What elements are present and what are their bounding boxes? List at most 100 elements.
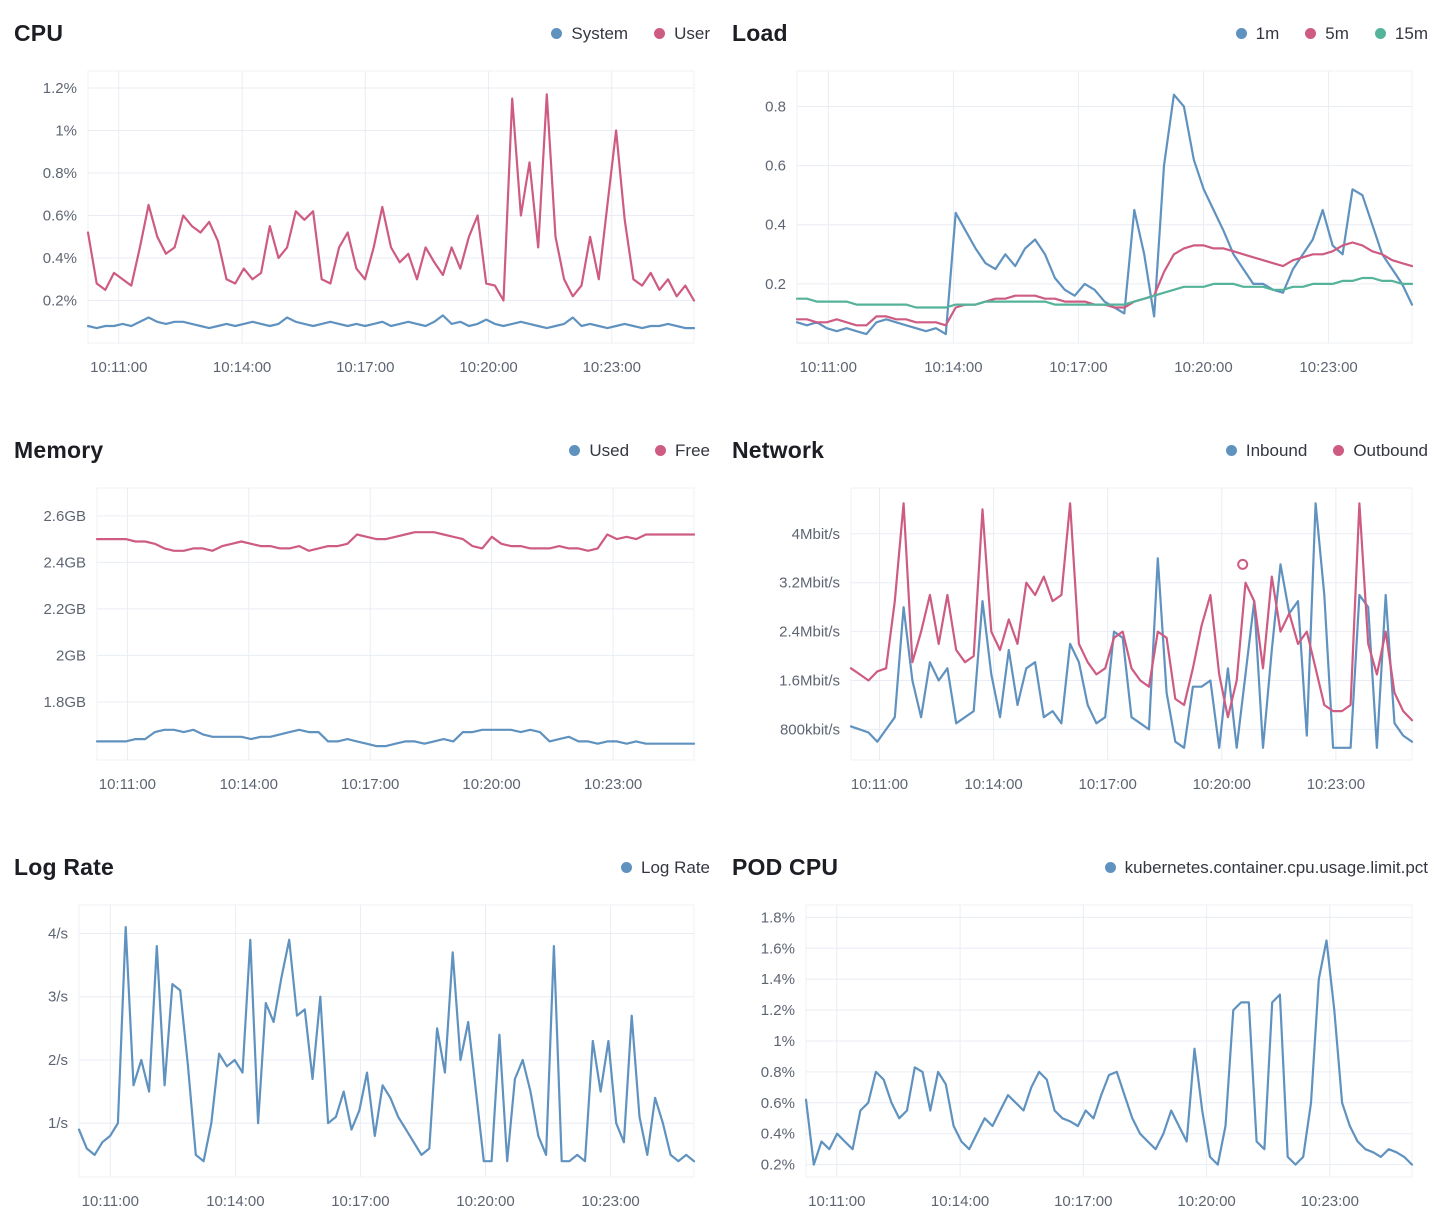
y-axis-label: 1.6% (761, 940, 795, 957)
y-axis-label: 0.2% (761, 1157, 795, 1174)
chart-header: Log Rate Log Rate (12, 848, 718, 883)
legend-dot-icon (1235, 28, 1247, 39)
x-axis-label: 10:23:00 (1299, 359, 1357, 376)
load-chart-card: Load 1m 5m 15m 0.2 0.4 0.6 0.8 10:11:00 10:14:0… (730, 14, 1436, 387)
x-axis-label: 10:23:00 (1301, 1193, 1359, 1210)
x-axis-label: 10:23:00 (583, 359, 641, 376)
y-axis-label: 4Mbit/s (792, 526, 840, 543)
chart-title-cpu: CPU (14, 20, 64, 46)
legend-dot-icon (1225, 445, 1237, 456)
y-axis-label: 2.2GB (43, 601, 86, 618)
x-axis-label: 10:17:00 (1049, 359, 1107, 376)
chart-header: Load 1m 5m 15m (730, 14, 1436, 49)
y-axis-label: 1.6Mbit/s (779, 673, 840, 690)
legend-label: Inbound (1245, 440, 1308, 460)
legend-item[interactable]: Inbound (1225, 440, 1308, 461)
x-axis-label: 10:11:00 (800, 359, 857, 376)
y-axis-label: 4/s (48, 926, 68, 943)
x-axis-label: 10:17:00 (331, 1193, 389, 1210)
y-axis-label: 1.2% (761, 1002, 795, 1019)
legend-item[interactable]: Log Rate (621, 858, 710, 878)
chart-title-pod-cpu: POD CPU (732, 854, 839, 880)
y-axis-label: 1.4% (761, 971, 795, 988)
y-axis-label: 0.4 (765, 217, 786, 234)
memory-chart-card: Memory Used Free 1.8GB 2GB 2.2GB 2.4GB 2.6GB 1… (12, 431, 718, 804)
marker-point (1237, 558, 1249, 570)
x-axis-label: 10:20:00 (1177, 1193, 1235, 1210)
x-axis-label: 10:11:00 (851, 776, 908, 793)
legend-item[interactable]: kubernetes.container.cpu.usage.limit.pct (1104, 857, 1428, 878)
memory-chart[interactable]: 1.8GB 2GB 2.2GB 2.4GB 2.6GB 10:11:00 10:14:00 1… (12, 474, 712, 804)
cpu-chart[interactable]: 0.2% 0.4% 0.6% 0.8% 1% 1.2% 10:11:00 10:14:00 10… (12, 57, 712, 387)
legend: kubernetes.container.cpu.usage.limit.pct (1104, 857, 1428, 878)
y-axis-label: 0.6% (761, 1095, 795, 1112)
y-axis-label: 0.6% (43, 208, 77, 225)
network-chart[interactable]: 800kbit/s 1.6Mbit/s 2.4Mbit/s 3.2Mbit/s 4Mbi… (730, 474, 1430, 804)
legend: Log Rate (621, 858, 710, 878)
chart-title-network: Network (732, 437, 825, 463)
legend-item[interactable]: Used (569, 441, 629, 461)
legend-label: kubernetes.container.cpu.usage.limit.pct (1124, 857, 1428, 877)
y-axis-label: 1/s (48, 1115, 68, 1132)
y-axis-label: 0.4% (761, 1126, 795, 1143)
series-line (95, 531, 696, 552)
legend-label: Free (675, 440, 710, 460)
legend-dot-icon (654, 28, 666, 39)
y-axis-label: 0.8 (765, 99, 786, 116)
y-axis-label: 0.2 (765, 276, 786, 293)
legend-item[interactable]: Outbound (1333, 441, 1428, 461)
legend-item[interactable]: System (551, 24, 628, 44)
chart-title-load: Load (732, 20, 788, 46)
series-line (77, 925, 696, 1163)
legend-dot-icon (1374, 28, 1386, 39)
legend: Used Free (569, 441, 710, 461)
legend: Inbound Outbound (1225, 440, 1428, 461)
plot-area (87, 70, 695, 344)
series-line (795, 93, 1414, 336)
legend-label: Outbound (1353, 440, 1428, 460)
y-axis-label: 0.4% (43, 250, 77, 267)
legend-label: Used (589, 440, 630, 460)
log-rate-chart[interactable]: 1/s 2/s 3/s 4/s 10:11:00 10:14:00 10:17:00 10:2… (12, 891, 712, 1221)
chart-header: CPU System User (12, 14, 718, 49)
legend-item[interactable]: 15m (1374, 24, 1428, 44)
legend-item[interactable]: 1m (1235, 24, 1279, 44)
y-axis-label: 800kbit/s (780, 721, 840, 738)
series-line (95, 728, 696, 748)
y-axis-label: 1.8GB (43, 694, 86, 711)
y-axis-label: 2/s (48, 1052, 68, 1069)
chart-header: Network Inbound Outbound (730, 431, 1436, 466)
network-chart-card: Network Inbound Outbound 800kbit/s 1.6Mbit… (730, 431, 1436, 804)
x-axis-label: 10:20:00 (1193, 776, 1251, 793)
x-axis-label: 10:14:00 (924, 359, 982, 376)
legend-dot-icon (655, 445, 667, 456)
legend-dot-icon (1333, 445, 1345, 456)
legend-item[interactable]: Free (655, 441, 710, 461)
legend-dot-icon (1104, 862, 1116, 873)
series-line (86, 93, 696, 302)
series-line (849, 502, 1414, 749)
x-axis-label: 10:20:00 (1174, 359, 1232, 376)
legend-item[interactable]: User (654, 24, 710, 44)
chart-title-memory: Memory (14, 437, 104, 463)
y-axis-label: 1% (773, 1033, 795, 1050)
load-chart[interactable]: 0.2 0.4 0.6 0.8 10:11:00 10:14:00 10:17:00 10:2… (730, 57, 1430, 387)
x-axis-label: 10:20:00 (462, 776, 520, 793)
metrics-dashboard: CPU System User 0.2% 0.4% 0.6% 0.8% 1% 1.2% 10:… (12, 14, 1436, 1221)
x-axis-label: 10:14:00 (220, 776, 278, 793)
pod-cpu-chart[interactable]: 0.2% 0.4% 0.6% 0.8% 1% 1.2% 1.4% 1.6% 1.8% 10:11:… (730, 891, 1430, 1221)
x-axis-label: 10:17:00 (336, 359, 394, 376)
pod-cpu-chart-card: POD CPU kubernetes.container.cpu.usage.l… (730, 848, 1436, 1221)
y-axis-label: 2.4Mbit/s (779, 624, 840, 641)
x-axis-label: 10:17:00 (341, 776, 399, 793)
plot-area (850, 487, 1413, 761)
legend-label: User (674, 23, 710, 43)
legend-item[interactable]: 5m (1305, 24, 1349, 44)
y-axis-label: 0.2% (43, 293, 77, 310)
x-axis-label: 10:23:00 (584, 776, 642, 793)
series-line (795, 276, 1414, 309)
x-axis-label: 10:11:00 (808, 1193, 865, 1210)
plot-area (96, 487, 695, 761)
y-axis-label: 1.8% (761, 909, 795, 926)
y-axis-label: 2.6GB (43, 508, 86, 525)
